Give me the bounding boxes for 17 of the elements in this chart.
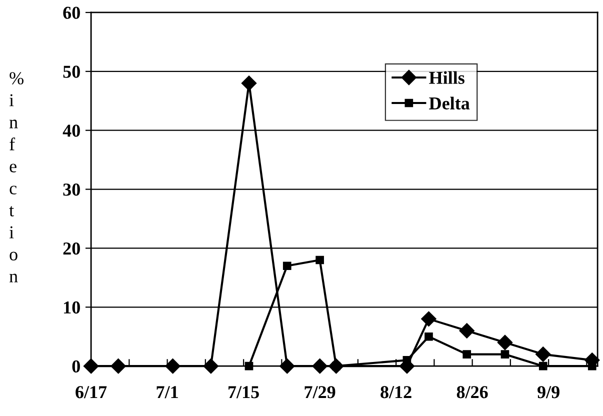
x-tick-label: 6/17 — [76, 386, 107, 398]
y-tick-label: 10 — [64, 301, 80, 314]
text: % infection — [9, 72, 24, 282]
x-tick-label: 8/12 — [380, 386, 412, 398]
y-tick-label: 50 — [63, 66, 80, 78]
y-tick-label: 0 — [72, 360, 80, 373]
x-tick-label: 7/1 — [156, 386, 178, 398]
y-tick-label: 60 — [63, 6, 80, 19]
y-tick-label: 30 — [63, 184, 80, 196]
y-tick-label: 40 — [62, 124, 80, 137]
x-tick-label: 9/9 — [538, 386, 560, 398]
legend-label: Hills — [429, 71, 464, 84]
legend-label: Delta — [429, 96, 470, 110]
x-tick-label: 8/26 — [456, 386, 488, 398]
x-tick-label: 7/29 — [304, 386, 336, 398]
x-tick-label: 7/15 — [228, 386, 259, 398]
y-tick-label: 20 — [63, 242, 80, 255]
